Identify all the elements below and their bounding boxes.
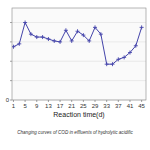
grid-line [12,41,146,42]
grid-line [12,61,146,62]
x-tick-label: 5 [23,103,27,109]
marker [122,55,126,59]
x-tick [48,100,49,102]
chart-container: 01 5 9 13 17 21 25 29 33 37 41 45 Reaction time(d) Ch… [0,0,150,150]
x-tick [25,100,26,102]
marker [134,44,138,48]
plot-area [12,8,146,100]
x-tick-label: 25 [80,103,87,109]
x-tick [71,100,72,102]
plot-frame [12,8,146,100]
x-axis-label: Reaction time(d) [53,111,104,119]
x-tick-label: 17 [57,103,64,109]
x-tick-label: 29 [92,103,99,109]
x-tick-label: 45 [138,103,145,109]
x-tick [95,100,96,102]
marker [99,32,103,36]
marker [128,51,132,55]
x-tick-label: 1 [12,103,16,109]
marker [58,40,62,44]
marker [76,29,80,33]
marker [105,62,109,66]
x-tick-label: 9 [35,103,39,109]
x-tick [36,100,37,102]
marker [70,39,74,43]
marker [87,39,91,43]
marker [140,25,144,29]
marker [35,35,39,39]
marker [41,35,45,39]
x-tick-label: 33 [103,103,110,109]
y-tick-label: 0 [6,97,10,103]
marker [46,37,50,41]
chart: 01 5 9 13 17 21 25 29 33 37 41 45 Reaction time(d) Ch… [0,0,150,150]
marker [81,33,85,37]
grid-line [12,22,146,23]
grid-line [12,80,146,81]
marker [17,42,21,46]
marker [93,25,97,29]
x-tick [129,100,130,102]
data-group [12,21,144,67]
marker [111,62,115,66]
marker [116,57,120,61]
x-tick-label: 41 [127,103,134,109]
x-tick [118,100,119,102]
line [13,23,141,65]
marker [52,39,56,43]
x-tick [13,100,14,102]
x-tick [106,100,107,102]
x-tick-label: 13 [45,103,52,109]
x-tick [141,100,142,102]
marker [29,32,33,36]
marker [64,28,68,32]
x-tick-label: 21 [68,103,75,109]
marker [12,45,15,49]
caption: Changing curves of COD in effluents of h… [17,130,133,135]
x-tick [60,100,61,102]
marker [23,21,27,25]
x-tick-label: 37 [115,103,122,109]
x-tick [83,100,84,102]
